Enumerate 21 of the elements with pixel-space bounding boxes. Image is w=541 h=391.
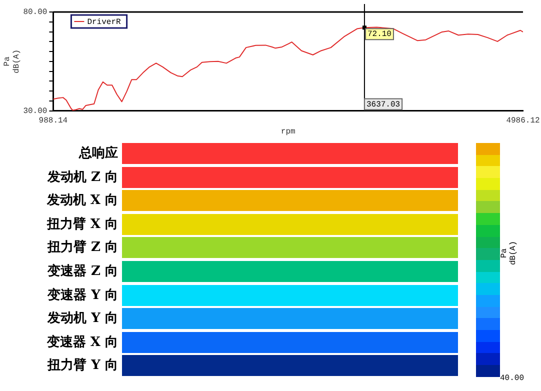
category-label: 总响应 — [78, 144, 118, 163]
annotation: 72.10 — [367, 30, 392, 40]
color-bar-title: Pa dB(A) — [500, 240, 519, 268]
category-label: 扭力臂 X 向 — [46, 216, 118, 234]
category-label: 发动机 Z 向 — [46, 168, 118, 187]
category-label: 变速器 Z 向 — [46, 262, 118, 281]
category-label: 发动机 Y 向 — [46, 310, 118, 328]
category-label: 变速器 X 向 — [46, 334, 118, 352]
y-tick-label: 30.00 — [23, 106, 48, 116]
y-tick-label: 80.00 — [23, 8, 48, 18]
category-label: 扭力臂 Y 向 — [46, 356, 118, 376]
legend-label: DriverR — [87, 18, 122, 28]
ref-line-label: 3637.03 — [366, 100, 400, 110]
y-axis-title: Pa dB(A) — [2, 49, 22, 74]
text: 40.00 — [500, 374, 524, 383]
category-label: 扭力臂 Z 向 — [46, 238, 118, 258]
x-axis-title: rpm — [280, 127, 296, 136]
category-label: 发动机 X 向 — [46, 192, 118, 210]
category-label: 变速器 Y 向 — [46, 286, 118, 305]
x-tick-label: 4986.12 — [506, 116, 540, 126]
x-tick-label: 988.14 — [38, 116, 68, 126]
